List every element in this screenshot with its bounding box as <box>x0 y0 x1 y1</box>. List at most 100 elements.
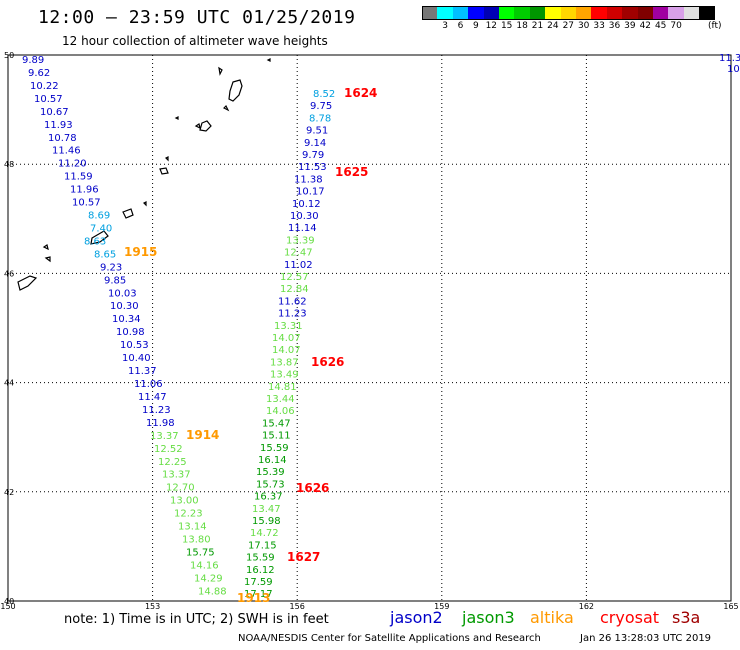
swh-value: 10.12 <box>292 199 321 210</box>
colorbar-label: 15 <box>500 21 513 31</box>
swh-value: 8.65 <box>94 249 116 260</box>
swh-value: 11.96 <box>70 185 99 196</box>
swh-value: 11.02 <box>284 260 313 271</box>
colorbar-label: 45 <box>654 21 667 31</box>
colorbar-label: 70 <box>670 21 682 31</box>
latitude-label: 40 <box>4 597 14 606</box>
colorbar-label: 12 <box>485 21 498 31</box>
legend-jason2: jason2 <box>390 608 443 627</box>
colorbar-swatch <box>529 6 546 20</box>
swh-value: 10.98 <box>116 327 145 338</box>
swh-value: 12.47 <box>284 248 313 259</box>
map-grid <box>7 54 732 602</box>
swh-value: 13.37 <box>162 470 191 481</box>
longitude-label: 156 <box>290 602 305 611</box>
legend-altika: altika <box>530 608 574 627</box>
swh-value: 17.15 <box>248 540 277 551</box>
swh-value: 11.62 <box>278 296 307 307</box>
island <box>164 156 169 162</box>
latitude-label: 50 <box>4 51 14 60</box>
island <box>42 244 49 251</box>
swh-value: 14.16 <box>190 560 219 571</box>
latitude-label: 42 <box>4 488 14 497</box>
colorbar-label: 27 <box>562 21 575 31</box>
swh-value: 13.00 <box>170 496 199 507</box>
map-subtitle: 12 hour collection of altimeter wave hei… <box>62 34 328 48</box>
kuril-islands-land <box>17 58 271 291</box>
swh-value: 10.57 <box>72 198 101 209</box>
colorbar-swatch <box>576 6 592 20</box>
swh-value: 14.06 <box>266 406 295 417</box>
colorbar-label: 21 <box>531 21 544 31</box>
map-title: 12:00 — 23:59 UTC 01/25/2019 <box>38 7 356 28</box>
swh-value: 14.88 <box>198 586 227 597</box>
colorbar-label: 24 <box>547 21 559 31</box>
colorbar-swatch <box>683 6 700 20</box>
island <box>90 230 109 245</box>
latitude-label: 44 <box>4 379 14 388</box>
swh-value: 15.59 <box>260 443 289 454</box>
swh-value: 14.07 <box>272 333 301 344</box>
colorbar-label: 9 <box>473 21 479 31</box>
swh-value: 14.81 <box>268 382 297 393</box>
colorbar-swatch <box>637 6 654 20</box>
colorbar-label: 36 <box>608 21 621 31</box>
swh-value: 10.22 <box>30 81 59 92</box>
colorbar-label: 39 <box>624 21 636 31</box>
colorbar-label: 6 <box>457 21 464 31</box>
generated-timestamp: Jan 26 13:28:03 UTC 2019 <box>580 633 712 644</box>
swh-value: 10.34 <box>112 314 141 325</box>
pass-time-label: 1624 <box>344 86 377 100</box>
swh-value: 13.39 <box>286 235 315 246</box>
credit-line: NOAA/NESDIS Center for Satellite Applica… <box>238 633 541 644</box>
swh-value: 16.12 <box>246 565 275 576</box>
swh-value: 10.03 <box>108 288 137 299</box>
swh-value: 12.52 <box>154 444 183 455</box>
swh-value: 13.44 <box>266 394 295 405</box>
swh-value: 9.62 <box>28 68 50 79</box>
swh-value: 13.80 <box>182 535 211 546</box>
colorbar-label: 18 <box>516 21 528 31</box>
swh-value: 9.14 <box>304 138 326 149</box>
longitude-label: 159 <box>434 602 449 611</box>
swh-value: 11.93 <box>44 120 73 131</box>
island <box>228 79 243 102</box>
pass-time-label: 1625 <box>335 165 368 179</box>
swh-value: 12.70 <box>166 483 195 494</box>
swh-value: 15.75 <box>186 547 215 558</box>
swh-value: 9.79 <box>302 150 324 161</box>
latitude-label: 46 <box>4 269 14 278</box>
longitude-label: 162 <box>579 602 594 611</box>
swh-value: 8.63 <box>84 236 106 247</box>
swh-value: 14.72 <box>250 528 279 539</box>
swh-value: 9.51 <box>306 126 328 137</box>
swh-value: 9.23 <box>100 262 122 273</box>
island <box>199 120 212 132</box>
swh-value: 10.17 <box>296 187 325 198</box>
colorbar-swatch <box>499 6 515 20</box>
island <box>159 167 169 175</box>
swh-value: 13.49 <box>270 370 299 381</box>
colorbar-swatch <box>437 6 454 20</box>
colorbar-swatch <box>468 6 485 20</box>
swh-value: 15.39 <box>256 467 285 478</box>
island <box>194 123 201 130</box>
swh-value: 11.20 <box>58 159 87 170</box>
colorbar-swatch <box>545 6 562 20</box>
swh-value: 11.46 <box>52 146 81 157</box>
swh-value: 15.47 <box>262 418 291 429</box>
pass-time-label: 1626 <box>296 481 329 495</box>
colorbar-swatch <box>452 6 469 20</box>
swh-value: 10.67 <box>40 107 69 118</box>
swh-value: 13.47 <box>252 504 281 515</box>
island <box>222 104 230 112</box>
swh-value: 13.87 <box>270 357 299 368</box>
island <box>17 275 38 291</box>
swh-value: 10.53 <box>120 340 149 351</box>
island <box>174 116 179 120</box>
colorbar-unit: (ft) <box>708 21 722 31</box>
colorbar-border <box>422 6 715 20</box>
pass-time-labels: 1624 1625 1626 1626 1627 1915 1914 1913 <box>124 86 377 605</box>
